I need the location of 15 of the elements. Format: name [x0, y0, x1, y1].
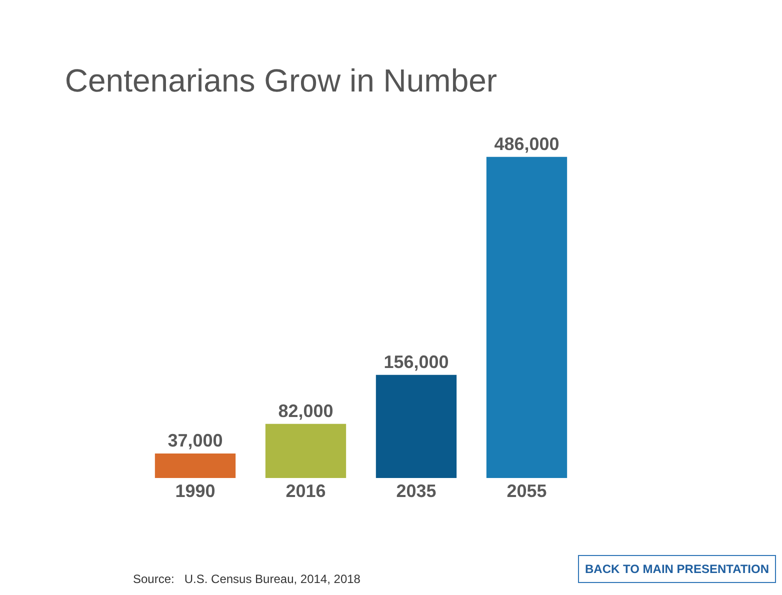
x-tick-label: 2016 — [286, 481, 326, 501]
x-tick-label: 2035 — [396, 481, 436, 501]
bar — [265, 424, 346, 478]
data-label: 82,000 — [278, 400, 334, 421]
bar — [154, 454, 236, 478]
x-tick-label: 2055 — [506, 481, 547, 501]
data-label: 486,000 — [494, 134, 560, 154]
text: BACK TO MAIN PRESENTATION — [585, 562, 770, 576]
chart-title: Centenarians Grow in Number — [64, 62, 498, 99]
data-label: 37,000 — [168, 430, 223, 451]
x-tick-label: 1990 — [175, 481, 216, 501]
data-label: 156,000 — [384, 352, 449, 372]
bar — [376, 374, 457, 478]
bar — [486, 156, 568, 478]
source-note: Source: U.S. Census Bureau, 2014, 2018 — [133, 572, 361, 586]
